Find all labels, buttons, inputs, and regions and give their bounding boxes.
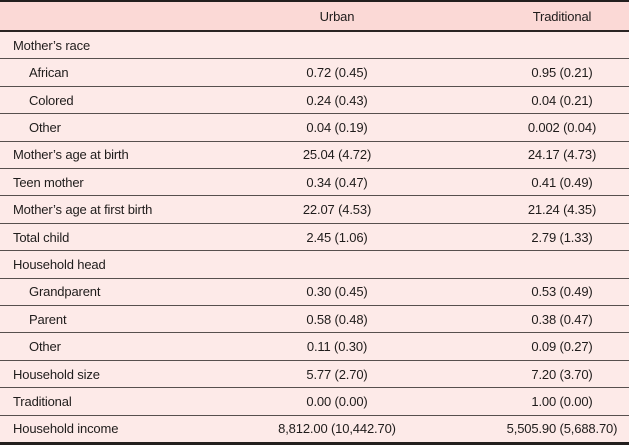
table-body: Mother’s race African 0.72 (0.45) 0.95 (… [0, 32, 629, 442]
traditional-value: 5,505.90 (5,688.70) [506, 421, 618, 437]
urban-value: 0.11 (0.30) [306, 339, 368, 355]
urban-value: 0.04 (0.19) [306, 119, 368, 135]
table-row-other-head: Other 0.11 (0.30) 0.09 (0.27) [0, 333, 629, 361]
header-urban: Urban [319, 8, 355, 24]
traditional-value: 21.24 (4.35) [527, 202, 597, 218]
table-row-colored: Colored 0.24 (0.43) 0.04 (0.21) [0, 87, 629, 115]
table-row-total-child: Total child 2.45 (1.06) 2.79 (1.33) [0, 224, 629, 252]
table-row-african: African 0.72 (0.45) 0.95 (0.21) [0, 59, 629, 87]
row-label: Teen mother [13, 174, 84, 190]
row-label: Other [29, 119, 61, 135]
traditional-value: 0.53 (0.49) [531, 284, 593, 300]
urban-value: 0.34 (0.47) [306, 174, 368, 190]
urban-value: 0.00 (0.00) [306, 393, 368, 409]
row-label: Mother’s age at first birth [13, 202, 153, 218]
urban-value: 25.04 (4.72) [302, 147, 372, 163]
row-label: Other [29, 339, 61, 355]
table-row-mothers-age-first-birth: Mother’s age at first birth 22.07 (4.53)… [0, 196, 629, 224]
table-row-traditional: Traditional 0.00 (0.00) 1.00 (0.00) [0, 388, 629, 416]
table-row-household-size: Household size 5.77 (2.70) 7.20 (3.70) [0, 361, 629, 389]
row-label: Mother’s race [13, 37, 91, 53]
table-row-other-race: Other 0.04 (0.19) 0.002 (0.04) [0, 114, 629, 142]
row-label: Mother’s age at birth [13, 147, 129, 163]
urban-value: 8,812.00 (10,442.70) [278, 421, 396, 437]
traditional-value: 2.79 (1.33) [531, 229, 593, 245]
urban-value: 0.24 (0.43) [306, 92, 368, 108]
urban-value: 0.58 (0.48) [306, 311, 368, 327]
row-label: Household head [13, 256, 106, 272]
traditional-value: 0.09 (0.27) [531, 339, 593, 355]
traditional-value: 0.002 (0.04) [527, 119, 597, 135]
urban-value: 0.72 (0.45) [306, 65, 368, 81]
table-row-parent: Parent 0.58 (0.48) 0.38 (0.47) [0, 306, 629, 334]
header-traditional: Traditional [532, 8, 592, 24]
urban-value: 22.07 (4.53) [302, 202, 372, 218]
row-label: Grandparent [29, 284, 101, 300]
traditional-value: 0.38 (0.47) [531, 311, 593, 327]
table-row-teen-mother: Teen mother 0.34 (0.47) 0.41 (0.49) [0, 169, 629, 197]
row-label: Household size [13, 366, 100, 382]
traditional-value: 0.41 (0.49) [531, 174, 593, 190]
row-label: Total child [13, 229, 70, 245]
table-header-row: Urban Traditional [0, 2, 629, 32]
traditional-value: 0.04 (0.21) [531, 92, 593, 108]
table-row-mothers-race: Mother’s race [0, 32, 629, 60]
table-row-mothers-age-at-birth: Mother’s age at birth 25.04 (4.72) 24.17… [0, 142, 629, 170]
table-row-household-head: Household head [0, 251, 629, 279]
traditional-value: 1.00 (0.00) [531, 393, 593, 409]
row-label: Traditional [13, 393, 72, 409]
row-label: Colored [29, 92, 74, 108]
row-label: Parent [29, 311, 67, 327]
table-row-grandparent: Grandparent 0.30 (0.45) 0.53 (0.49) [0, 279, 629, 307]
row-label: African [29, 65, 69, 81]
urban-value: 0.30 (0.45) [306, 284, 368, 300]
traditional-value: 24.17 (4.73) [527, 147, 597, 163]
urban-value: 2.45 (1.06) [306, 229, 368, 245]
traditional-value: 0.95 (0.21) [531, 65, 593, 81]
row-label: Household income [13, 421, 119, 437]
table-row-household-income: Household income 8,812.00 (10,442.70) 5,… [0, 416, 629, 442]
urban-value: 5.77 (2.70) [306, 366, 368, 382]
traditional-value: 7.20 (3.70) [531, 366, 593, 382]
